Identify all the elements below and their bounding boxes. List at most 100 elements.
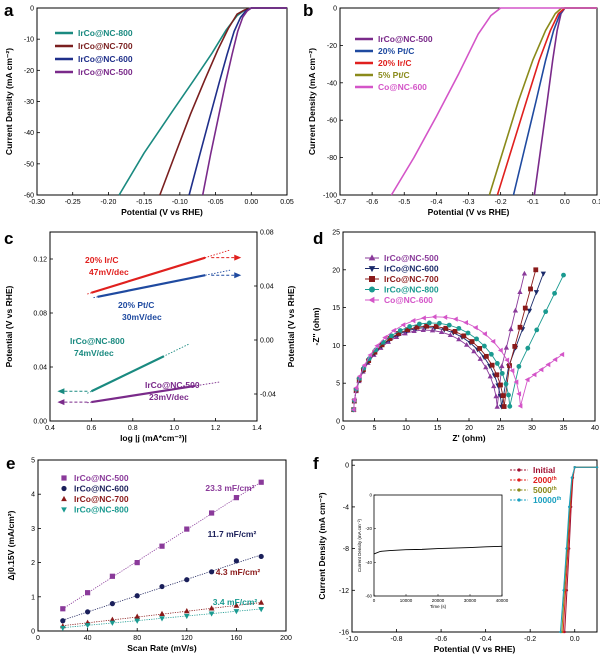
- inset-y-tick-label-f: 0: [369, 493, 372, 498]
- data-point-d: [552, 290, 557, 296]
- data-point-d: [414, 324, 420, 330]
- x-tick-label-e: 200: [280, 635, 292, 642]
- x-tick-label-a: -0.30: [29, 199, 45, 206]
- inset-series-line-f: [373, 545, 503, 555]
- panel-letter-f: f: [313, 454, 319, 473]
- data-point-d: [353, 385, 359, 391]
- data-point-f: [567, 505, 571, 509]
- data-point-d: [385, 339, 391, 344]
- y-tick-label-d: 15: [332, 305, 340, 312]
- data-point-e: [159, 610, 165, 616]
- data-point-d: [521, 270, 528, 276]
- legend-swatch-e: [61, 485, 67, 492]
- x-tick-label-f: 0.0: [570, 636, 580, 643]
- legend-label-d: Co@NC-600: [384, 295, 433, 305]
- arrow-head-c: [57, 388, 65, 395]
- y-tick-label-f: -12: [339, 588, 349, 595]
- legend-label-a: IrCo@NC-500: [78, 67, 133, 77]
- data-point-d: [533, 267, 539, 273]
- panel-b: -0.7 -0.6 -0.5 -0.4 -0.3 -0.2 -0.1 0.0 0.1 -100 -8…: [307, 6, 600, 218]
- x-axis-label-b: Potential (V vs RHE): [428, 207, 510, 217]
- y-tick-label-b: -40: [327, 80, 337, 87]
- y-tick-label-e: 1: [31, 594, 35, 601]
- x-tick-label-d: 25: [497, 425, 505, 432]
- data-point-d: [500, 393, 506, 399]
- legend-label-f: 10000th: [533, 495, 561, 505]
- data-point-d: [512, 307, 519, 313]
- legend-label-d: IrCo@NC-500: [384, 253, 439, 263]
- data-point-d: [512, 344, 518, 349]
- data-point-d: [356, 373, 362, 379]
- data-point-d: [431, 314, 437, 320]
- data-point-d: [471, 348, 477, 354]
- y-tick-label-a: -40: [24, 130, 34, 137]
- data-point-d: [461, 333, 467, 339]
- x-tick-label-d: 0: [341, 425, 345, 432]
- data-point-e: [184, 526, 190, 532]
- data-point-d: [436, 320, 442, 326]
- panel-letter-a: a: [4, 1, 14, 20]
- y-tick-label-e: 3: [31, 526, 35, 533]
- data-point-d: [543, 309, 549, 315]
- data-point-d: [540, 271, 546, 277]
- data-point-e: [209, 569, 215, 575]
- data-point-e: [258, 479, 264, 485]
- inset-x-tick-label-f: 10000: [400, 598, 413, 603]
- data-point-e: [258, 553, 264, 560]
- y-tick-label-c-right: 0.00: [260, 338, 274, 345]
- data-point-d: [526, 308, 533, 314]
- data-point-e: [109, 616, 116, 622]
- data-point-d: [501, 404, 507, 409]
- legend-marker-f: [517, 498, 521, 502]
- y-tick-label-f: -8: [343, 546, 349, 553]
- data-point-d: [499, 370, 505, 376]
- data-point-e: [84, 623, 91, 629]
- fit-line-e: [62, 608, 262, 629]
- series-line-a-irco-nc-800: [118, 7, 287, 196]
- data-point-e: [233, 495, 239, 501]
- tafel-slope-c: 23mV/dec: [149, 392, 189, 402]
- arrow-head-c: [57, 399, 65, 406]
- data-point-d: [561, 272, 566, 278]
- data-point-d: [388, 333, 394, 339]
- x-tick-label-b: -0.2: [495, 199, 507, 206]
- series-name-c: 20% Ir/C: [85, 255, 119, 265]
- fit-line-c-irco-nc-500: [91, 384, 196, 404]
- y-tick-label-d: 20: [332, 267, 340, 274]
- data-point-f: [562, 589, 565, 592]
- legend-label-b: Co@NC-600: [378, 82, 427, 92]
- y-tick-label-b: 0: [333, 6, 337, 13]
- data-point-d: [509, 368, 515, 374]
- data-point-d: [456, 325, 462, 331]
- data-point-d: [499, 363, 505, 369]
- fit-line-e: [62, 602, 262, 627]
- panel-d: 0 5 10 15 20 25 30 35 40 0 5 10 15 20 25 Z' (ohm) -Z'' (…: [311, 230, 599, 444]
- inset-x-tick-label-f: 20000: [432, 598, 445, 603]
- plot-frame-a: [36, 7, 288, 196]
- data-point-d: [367, 352, 373, 358]
- x-tick-label-b: 0.1: [592, 199, 600, 206]
- x-tick-label-a: -0.05: [208, 199, 224, 206]
- panel-letter-c: c: [4, 229, 13, 248]
- legend-marker-f: [517, 468, 521, 472]
- x-tick-label-b: 0.0: [560, 199, 570, 206]
- data-point-e: [183, 613, 190, 620]
- data-point-e: [134, 560, 140, 566]
- legend-marker-f: [517, 488, 521, 492]
- data-point-d: [516, 364, 522, 369]
- x-tick-label-e: 160: [231, 635, 243, 642]
- data-point-d: [396, 331, 401, 336]
- data-point-d: [497, 347, 503, 353]
- data-point-e: [159, 543, 165, 549]
- series-line-a-irco-nc-600: [188, 7, 287, 196]
- y-tick-label-c-left: 0.12: [33, 257, 47, 264]
- data-point-d: [494, 403, 500, 409]
- data-point-d: [426, 320, 432, 326]
- x-tick-label-b: -0.4: [430, 199, 442, 206]
- inset-x-tick-label-f: 0: [373, 598, 376, 603]
- legend-label-e: IrCo@NC-700: [74, 494, 129, 504]
- x-tick-label-c: 1.2: [211, 425, 221, 432]
- x-tick-label-e: 120: [181, 635, 193, 642]
- legend-label-d: IrCo@NC-800: [384, 285, 439, 295]
- data-point-d: [379, 342, 385, 348]
